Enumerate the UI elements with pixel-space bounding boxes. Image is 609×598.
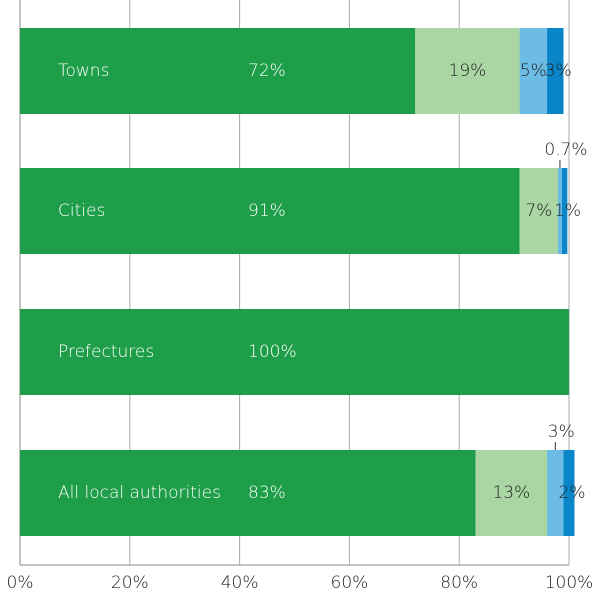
value-label: 91% xyxy=(248,201,286,221)
value-label: 5% xyxy=(520,61,547,81)
value-label: 3% xyxy=(545,61,572,81)
x-tick-label: 100% xyxy=(545,573,594,593)
value-label: 19% xyxy=(449,61,487,81)
value-label: 3% xyxy=(548,422,575,442)
value-label: 100% xyxy=(248,342,297,362)
category-label: Prefectures xyxy=(58,342,154,362)
bar-segment xyxy=(547,28,564,114)
x-tick-label: 0% xyxy=(7,573,34,593)
bar-segment xyxy=(20,450,476,536)
bar-segment xyxy=(558,168,562,254)
value-label: 1% xyxy=(554,201,581,221)
value-label: 83% xyxy=(248,483,286,503)
x-tick-label: 80% xyxy=(440,573,478,593)
x-tick-label: 20% xyxy=(111,573,149,593)
bar-segment xyxy=(563,450,575,536)
category-label: All local authorities xyxy=(58,483,221,503)
x-tick-label: 40% xyxy=(221,573,259,593)
bar-segment xyxy=(519,168,559,254)
bar-segment xyxy=(519,28,548,114)
bars xyxy=(20,28,575,536)
bar-segment xyxy=(475,450,548,536)
x-tick-label: 60% xyxy=(331,573,369,593)
category-label: Towns xyxy=(58,61,109,81)
value-label: 0.7% xyxy=(544,140,587,160)
bar-segment xyxy=(561,168,568,254)
bar-segment xyxy=(415,28,520,114)
bar-segment xyxy=(20,168,520,254)
value-label: 13% xyxy=(492,483,530,503)
bar-segment xyxy=(20,28,416,114)
value-label: 72% xyxy=(248,61,286,81)
value-label: 7% xyxy=(525,201,552,221)
category-label: Cities xyxy=(58,201,105,221)
bar-segment xyxy=(547,450,564,536)
bar-segment xyxy=(20,309,569,395)
value-label: 2% xyxy=(559,483,586,503)
